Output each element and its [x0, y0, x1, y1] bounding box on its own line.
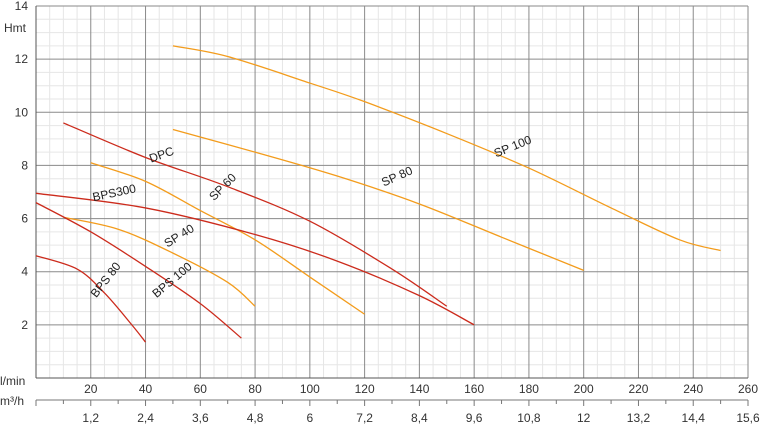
x2-tick-label: 14,4 [682, 411, 706, 425]
curve-bps300 [35, 192, 475, 326]
curves [35, 45, 721, 343]
x-tick-label: 260 [738, 382, 758, 396]
curve-sp-40 [63, 216, 256, 307]
y-tick-label: 10 [15, 105, 29, 119]
x-tick-label: 20 [84, 382, 98, 396]
x2-tick-label: 13,2 [627, 411, 651, 425]
x2-tick-label: 1,2 [82, 411, 99, 425]
x2-tick-label: 3,6 [192, 411, 209, 425]
x-tick-label: 180 [519, 382, 539, 396]
curve-bps-80 [35, 255, 147, 343]
x-tick-label: 80 [248, 382, 262, 396]
tick-labels: 2 4 6 8 10 12 14 20 40 60 80 100 120 140 160 180 200 220 2… [15, 0, 760, 425]
x-axis-label: l/min [0, 374, 25, 388]
x-tick-label: 40 [139, 382, 153, 396]
x-tick-label: 100 [300, 382, 320, 396]
y-tick-label: 14 [15, 0, 29, 13]
x2-tick-label: 12 [577, 411, 591, 425]
x2-tick-label: 9,6 [466, 411, 483, 425]
x-tick-label: 140 [409, 382, 429, 396]
curve-sp-100 [172, 45, 721, 252]
x-tick-label: 160 [464, 382, 484, 396]
x-tick-label: 220 [628, 382, 648, 396]
y-tick-label: 12 [15, 52, 29, 66]
x2-tick-label: 10,8 [517, 411, 541, 425]
x2-tick-label: 15,6 [736, 411, 760, 425]
x2-axis-label: m³/h [0, 394, 24, 408]
x2-tick-label: 6 [307, 411, 314, 425]
x2-tick-label: 2,4 [137, 411, 154, 425]
axes [35, 6, 749, 406]
x-tick-label: 240 [683, 382, 703, 396]
x-tick-label: 200 [574, 382, 594, 396]
x2-tick-label: 8,4 [411, 411, 428, 425]
y-tick-label: 6 [21, 212, 28, 226]
x-tick-label: 120 [355, 382, 375, 396]
curve-bps-100 [35, 202, 242, 339]
grid [36, 5, 749, 378]
y-tick-label: 4 [21, 265, 28, 279]
x2-tick-label: 7,2 [356, 411, 373, 425]
y-tick-label: 8 [21, 158, 28, 172]
x-tick-label: 60 [194, 382, 208, 396]
curve-dpc [63, 122, 448, 307]
y-tick-label: 2 [21, 318, 28, 332]
y-axis-label: Hmt [4, 21, 27, 35]
x2-tick-label: 4,8 [247, 411, 264, 425]
curve-sp-80 [172, 128, 584, 271]
